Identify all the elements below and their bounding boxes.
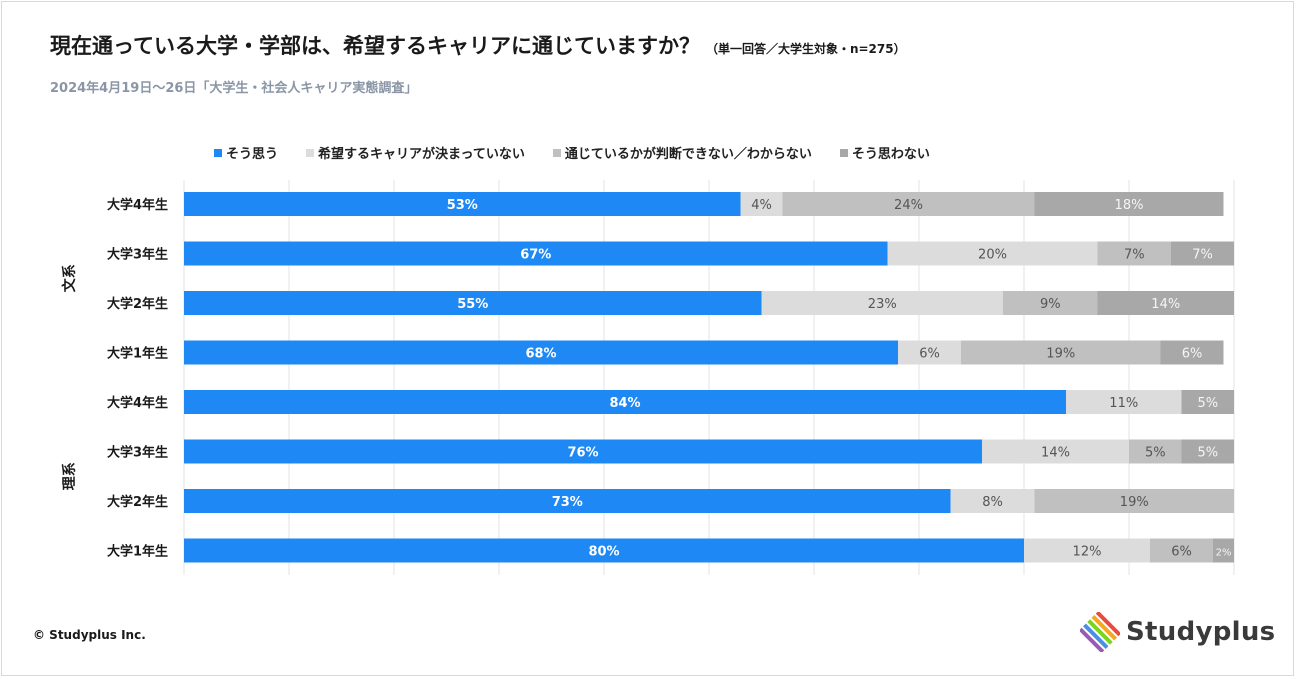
title-note: （単一回答／大学生対象・n=275） xyxy=(705,42,906,56)
legend-swatch xyxy=(839,148,848,157)
bar-segment xyxy=(184,538,1024,563)
row-label: 大学2年生 xyxy=(107,494,168,510)
data-label: 12% xyxy=(1073,545,1102,560)
data-label: 5% xyxy=(1197,396,1218,411)
data-label: 24% xyxy=(894,198,923,213)
data-label: 5% xyxy=(1145,446,1166,461)
data-label: 53% xyxy=(447,198,478,213)
data-label: 2% xyxy=(1216,548,1232,559)
bar-segment xyxy=(1150,538,1213,563)
legend-item-2: 希望するキャリアが決まっていない xyxy=(306,143,525,162)
data-label: 14% xyxy=(1151,297,1180,312)
data-label: 76% xyxy=(567,446,598,461)
bar-segment xyxy=(950,489,1035,513)
legend-swatch xyxy=(214,148,222,157)
row-label: 大学2年生 xyxy=(107,296,168,312)
data-label: 6% xyxy=(919,347,940,362)
bar-segment xyxy=(740,192,783,216)
bar-segment xyxy=(1066,390,1182,414)
copyright: © Studyplus Inc. xyxy=(33,628,146,642)
legend-item-3: 通じているかが判断できない／わからない xyxy=(552,143,812,162)
bar-segment xyxy=(184,340,898,365)
data-label: 7% xyxy=(1192,248,1213,263)
bar-segment xyxy=(184,390,1066,414)
chart-title: 現在通っている大学・学部は、希望するキャリアに通じていますか？ （単一回答／大学生… xyxy=(50,30,906,60)
data-label: 8% xyxy=(982,495,1003,510)
data-label: 23% xyxy=(868,297,897,312)
data-label: 80% xyxy=(588,545,619,560)
row-label: 大学4年生 xyxy=(107,197,168,213)
data-label: 55% xyxy=(457,297,488,312)
bar-segment xyxy=(1129,439,1182,464)
data-label: 84% xyxy=(609,396,640,411)
row-label: 大学1年生 xyxy=(107,544,168,560)
bar-segment xyxy=(184,192,741,216)
bar-segment xyxy=(782,192,1035,216)
bar-segment xyxy=(761,291,1003,315)
data-label: 73% xyxy=(552,495,583,510)
bar-segment xyxy=(1034,489,1234,513)
bar-segment xyxy=(961,340,1161,365)
bar-segment xyxy=(1181,439,1234,464)
bar-segment xyxy=(1213,538,1234,563)
data-label: 4% xyxy=(751,198,772,213)
group-label: 理系 xyxy=(61,462,78,490)
bar-segment xyxy=(1034,192,1224,216)
legend-label: 通じているかが判断できない／わからない xyxy=(564,147,812,162)
legend-label: そう思う xyxy=(226,147,279,162)
bar-segment xyxy=(982,439,1129,464)
data-label: 7% xyxy=(1124,248,1145,263)
data-label: 9% xyxy=(1040,297,1061,312)
bar-segment xyxy=(887,241,1098,266)
data-label: 6% xyxy=(1182,347,1203,362)
bar-segment xyxy=(184,291,762,315)
bar-segment xyxy=(1160,340,1224,365)
bar-segment xyxy=(1003,291,1098,315)
data-label: 20% xyxy=(978,248,1007,263)
legend-item-4: そう思わない xyxy=(839,143,930,162)
data-label: 19% xyxy=(1120,495,1149,510)
data-label: 11% xyxy=(1109,396,1138,411)
bar-segment xyxy=(1171,241,1234,266)
legend-swatch xyxy=(552,148,561,157)
data-label: 6% xyxy=(1171,545,1192,560)
bar-segment xyxy=(1181,390,1234,414)
logo-text: Studyplus xyxy=(1126,617,1276,647)
data-label: 18% xyxy=(1115,198,1144,213)
group-label: 文系 xyxy=(61,264,78,292)
legend-label: そう思わない xyxy=(851,147,930,162)
bar-segment xyxy=(1024,538,1150,563)
data-label: 67% xyxy=(520,248,551,263)
title-text: 現在通っている大学・学部は、希望するキャリアに通じていますか？ xyxy=(50,34,700,58)
studyplus-logo-icon xyxy=(1080,612,1120,652)
row-label: 大学3年生 xyxy=(107,247,168,263)
bar-segment xyxy=(1097,241,1171,266)
legend-swatch xyxy=(306,148,315,157)
data-label: 5% xyxy=(1197,446,1218,461)
data-label: 14% xyxy=(1041,446,1070,461)
legend-item-1: そう思う xyxy=(214,143,278,162)
row-label: 大学3年生 xyxy=(107,445,168,461)
bar-segment xyxy=(184,439,982,464)
bar-segment xyxy=(184,241,888,266)
legend-label: 希望するキャリアが決まっていない xyxy=(318,147,525,162)
bar-segment xyxy=(898,340,961,365)
studyplus-logo: Studyplus xyxy=(1080,612,1275,652)
bar-segment xyxy=(184,489,951,513)
chart-subtitle: 2024年4月19日〜26日「大学生・社会人キャリア実態調査」 xyxy=(50,81,418,96)
row-label: 大学4年生 xyxy=(107,395,168,411)
bar-segment xyxy=(1097,291,1234,315)
legend: そう思う 希望するキャリアが決まっていない 通じているかが判断できない／わからない そ… xyxy=(214,143,930,162)
data-label: 68% xyxy=(525,347,556,362)
row-label: 大学1年生 xyxy=(107,346,168,362)
data-label: 19% xyxy=(1046,347,1075,362)
